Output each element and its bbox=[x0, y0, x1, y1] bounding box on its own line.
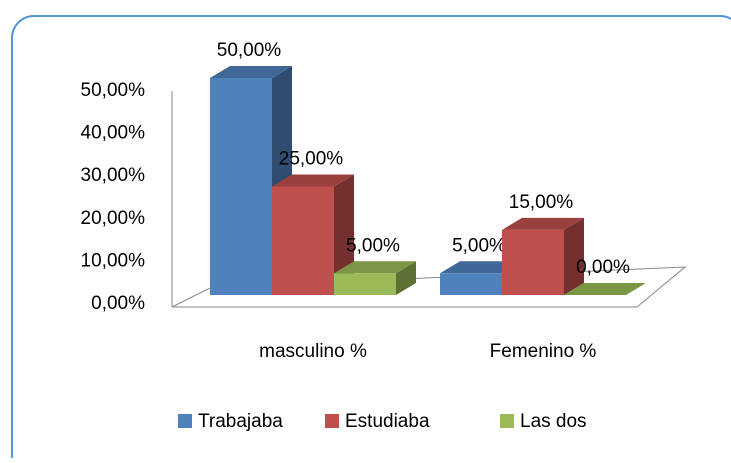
bar-top bbox=[272, 174, 354, 187]
legend-swatch bbox=[500, 414, 514, 428]
x-tick-label: masculino % bbox=[259, 341, 367, 362]
y-tick-label: 40,00% bbox=[81, 123, 146, 144]
legend-label: Las dos bbox=[520, 411, 587, 432]
legend-swatch bbox=[325, 414, 339, 428]
bar-top bbox=[502, 217, 584, 230]
bar-top bbox=[564, 283, 646, 295]
y-tick-label: 20,00% bbox=[81, 208, 146, 229]
data-label: 0,00% bbox=[576, 257, 630, 278]
bar bbox=[210, 78, 272, 295]
y-tick-label: 0,00% bbox=[91, 293, 145, 314]
y-tick-label: 50,00% bbox=[81, 80, 146, 101]
bar bbox=[334, 273, 396, 295]
data-label: 25,00% bbox=[279, 149, 344, 170]
legend-label: Estudiaba bbox=[345, 411, 430, 432]
bar-top bbox=[440, 261, 522, 274]
bar-side bbox=[396, 261, 416, 295]
bar bbox=[502, 229, 564, 295]
legend-label: Trabajaba bbox=[198, 411, 283, 432]
y-tick-label: 30,00% bbox=[81, 165, 146, 186]
y-tick-label: 10,00% bbox=[81, 250, 146, 271]
bar bbox=[440, 273, 502, 295]
chart-frame bbox=[11, 15, 731, 463]
data-label: 5,00% bbox=[452, 235, 506, 256]
data-label: 15,00% bbox=[509, 192, 574, 213]
bar-side bbox=[564, 217, 584, 295]
bar bbox=[272, 186, 334, 295]
data-label: 5,00% bbox=[346, 235, 400, 256]
bar-top bbox=[210, 66, 292, 78]
bar-top bbox=[334, 261, 416, 274]
legend-swatch bbox=[178, 414, 192, 428]
data-label: 50,00% bbox=[217, 40, 282, 61]
x-tick-label: Femenino % bbox=[490, 341, 597, 362]
